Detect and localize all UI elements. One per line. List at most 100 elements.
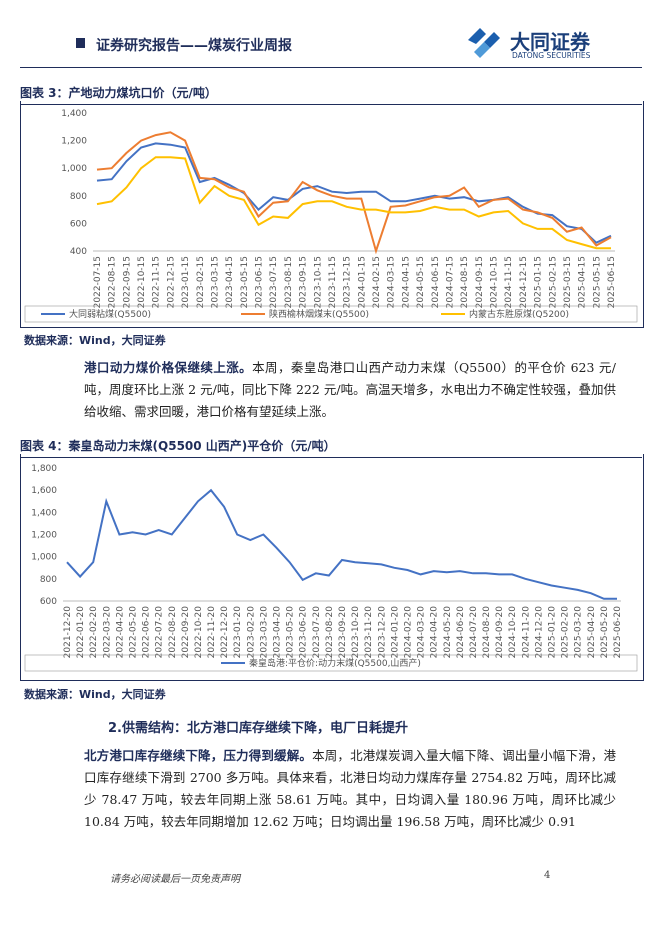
x-tick-label: 2023-10-15 [313,256,323,308]
x-tick-label: 2024-11-20 [521,606,531,659]
figure-box: 400 600 800 1,000 1,200 1,400 2022-07-15 2022-0… [20,101,644,328]
x-tick-label: 2022-01-20 [76,606,86,659]
x-tick-label: 2024-07-15 [445,256,455,308]
x-tick-label: 2024-12-15 [519,256,529,308]
x-tick-label: 2025-01-20 [548,606,558,659]
footer-note: 请务必阅读最后一页免责声明 [110,874,240,885]
x-tick-label: 2024-05-15 [416,256,426,308]
series-line [96,131,612,255]
x-tick-label: 2022-04-20 [115,606,125,659]
x-tick-label: 2024-10-20 [508,606,518,659]
x-tick-label: 2024-04-20 [430,606,440,659]
x-tick-label: 2025-05-20 [600,606,610,659]
x-tick-label: 2022-03-20 [102,606,112,659]
x-tick-label: 2024-06-15 [431,256,441,308]
x-tick-label: 2023-05-15 [240,256,250,308]
legend-label: 大同弱粘煤(Q5500) [69,308,151,320]
logo-icon [468,28,500,58]
x-tick-label: 2025-04-20 [587,606,597,659]
y-tick-label: 400 [70,247,87,257]
legend-label: 秦皇岛港:平仓价:动力末煤(Q5500,山西产) [249,657,421,669]
x-tick-label: 2022-10-20 [194,606,204,659]
x-tick-label: 2023-07-15 [269,256,279,308]
x-tick-label: 2024-10-15 [490,256,500,308]
y-tick-label: 1,000 [61,164,87,174]
y-tick-label: 1,400 [31,508,57,518]
x-tick-label: 2023-01-20 [233,606,243,659]
body: 本周，秦皇岛港口山西产动力末煤（Q5500）的平仓价 623 元/吨，周度环比上… [84,360,616,419]
logo-en: DATONG SECURITIES [512,51,591,60]
x-tick-label: 2025-02-20 [561,606,571,659]
x-tick-label: 2023-06-20 [299,606,309,659]
y-tick-label: 1,000 [31,553,57,563]
x-tick-label: 2025-03-20 [574,606,584,659]
x-tick-label: 2024-07-20 [469,606,479,659]
header-title: 证券研究报告——煤炭行业周报 [96,38,292,54]
x-tick-label: 2022-05-20 [128,606,138,659]
x-tick-label: 2024-08-15 [460,256,470,308]
y-tick-label: 600 [40,597,57,607]
x-tick-label: 2024-02-20 [403,606,413,659]
legend-box [24,305,638,323]
y-tick-label: 1,600 [31,486,57,496]
legend-label: 陕西榆林烟煤末(Q5500) [269,308,369,320]
figure-box: 600 800 1,000 1,200 1,400 1,600 1,800 2021-12-2… [20,454,644,681]
x-tick-label: 2025-04-15 [578,256,588,308]
figure-caption: 图表 4：秦皇岛动力末煤(Q5500 山西产)平仓价（元/吨） [20,437,642,458]
lead: 北方港口库存继续下降，压力得到缓解。 [84,748,313,763]
x-tick-label: 2023-10-20 [351,606,361,659]
x-tick-label: 2024-04-15 [401,256,411,308]
x-tick-label: 2023-12-15 [343,256,353,308]
y-tick-label: 600 [70,219,87,229]
x-tick-label: 2022-08-20 [168,606,178,659]
y-tick-label: 1,800 [31,464,57,474]
x-tick-label: 2023-11-20 [364,606,374,659]
x-tick-label: 2023-11-15 [328,256,338,308]
x-tick-label: 2022-02-20 [89,606,99,659]
legend-label: 内蒙古东胜原煤(Q5200) [469,308,569,320]
x-tick-label: 2022-11-15 [152,256,162,308]
series-line [96,156,611,250]
x-tick-label: 2022-09-20 [181,606,191,659]
x-tick-label: 2023-04-15 [225,256,235,308]
x-tick-label: 2025-01-15 [534,256,544,308]
x-tick-label: 2023-12-20 [377,606,387,659]
series-line [66,488,617,600]
source: 数据来源：Wind，大同证券 [24,688,166,701]
x-tick-label: 2023-03-15 [210,256,220,308]
x-tick-label: 2023-03-20 [259,606,269,659]
x-tick-label: 2023-07-20 [312,606,322,659]
page-number: 4 [544,870,551,881]
x-tick-label: 2023-04-20 [273,606,283,659]
x-tick-label: 2023-09-20 [338,606,348,659]
x-tick-label: 2025-05-15 [592,256,602,308]
figure-caption: 图表 3：产地动力煤坑口价（元/吨） [20,84,642,105]
x-tick-label: 2024-09-15 [475,256,485,308]
paragraph: 港口动力煤价格保继续上涨。本周，秦皇岛港口山西产动力末煤（Q5500）的平仓价 … [84,357,616,423]
series-line [96,142,612,244]
header-rule [20,67,642,68]
x-tick-label: 2023-09-15 [299,256,309,308]
x-tick-label: 2024-02-15 [372,256,382,308]
x-tick-label: 2025-02-15 [548,256,558,308]
x-tick-label: 2022-12-15 [166,256,176,308]
x-tick-label: 2022-09-15 [122,256,132,308]
source: 数据来源：Wind，大同证券 [24,334,166,347]
x-tick-label: 2025-06-20 [613,606,623,659]
x-tick-label: 2024-01-20 [390,606,400,659]
x-tick-label: 2025-06-15 [607,256,617,308]
x-tick-label: 2023-02-20 [246,606,256,659]
y-tick-label: 800 [40,575,57,585]
x-tick-label: 2024-06-20 [456,606,466,659]
x-tick-label: 2023-02-15 [196,256,206,308]
y-tick-label: 800 [70,192,87,202]
x-tick-label: 2024-08-20 [482,606,492,659]
x-tick-label: 2023-01-15 [181,256,191,308]
x-tick-label: 2022-11-20 [207,606,217,659]
x-tick-label: 2024-01-15 [357,256,367,308]
lead: 港口动力煤价格保继续上涨。 [84,360,253,375]
chart: 400 600 800 1,000 1,200 1,400 2022-07-15 2022-0… [24,109,638,323]
x-tick-label: 2023-08-20 [325,606,335,659]
y-tick-label: 1,400 [61,109,87,119]
x-tick-label: 2021-12-20 [63,606,73,659]
